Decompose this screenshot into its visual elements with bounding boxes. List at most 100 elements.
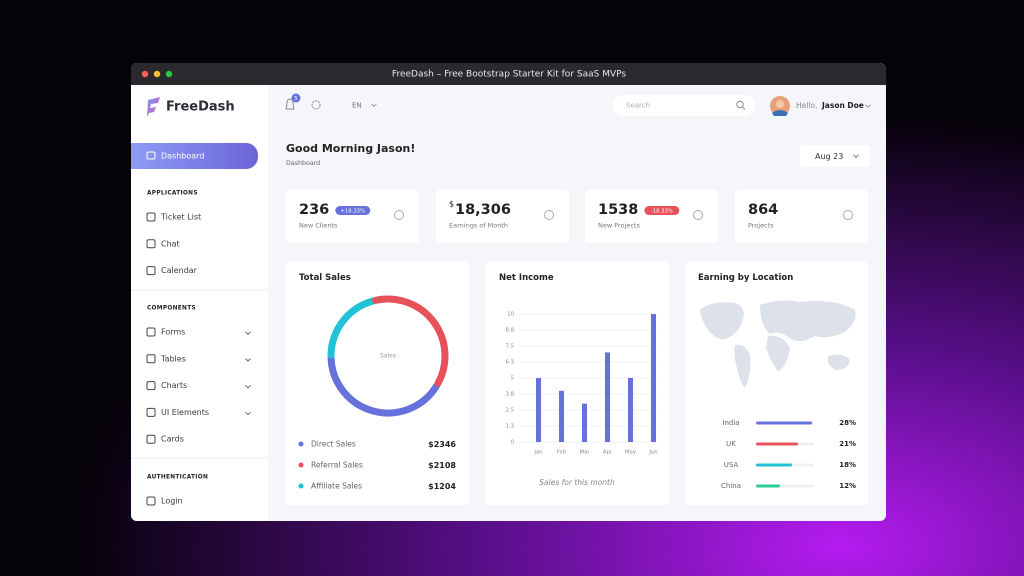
- stat-value: 1538: [598, 202, 638, 218]
- stat-card: [286, 190, 419, 243]
- legend-name: Direct Sales: [311, 440, 356, 449]
- nav-item[interactable]: Login: [161, 497, 183, 506]
- nav-icon: [146, 212, 156, 222]
- panel: [286, 262, 469, 505]
- nav-item[interactable]: Chat: [161, 239, 180, 248]
- nav-icon: [146, 496, 156, 506]
- close-dot[interactable]: [141, 70, 149, 78]
- bar: [536, 378, 541, 442]
- y-tick-label: 10: [507, 312, 514, 318]
- nav-item[interactable]: Tables: [160, 354, 186, 363]
- language-select[interactable]: EN: [352, 102, 362, 110]
- panel: [486, 262, 669, 505]
- progress-bar: [756, 442, 798, 446]
- legend-name: Referral Sales: [311, 461, 363, 470]
- stat-label: New Clients: [299, 222, 338, 230]
- brand-name: FreeDash: [166, 100, 235, 115]
- avatar-face: [776, 100, 784, 108]
- nav-icon: [146, 266, 156, 276]
- nav-icon: [146, 434, 156, 444]
- bar: [582, 403, 587, 442]
- notification-badge: [291, 93, 301, 103]
- bar: [651, 314, 656, 442]
- maximize-dot[interactable]: [165, 70, 173, 78]
- chevron-icon: [245, 358, 251, 362]
- window-title: FreeDash – Free Bootstrap Starter Kit fo…: [392, 70, 626, 80]
- legend-dot: [298, 441, 304, 447]
- map-region: [760, 300, 856, 342]
- nav-icon: [146, 381, 156, 391]
- search-icon: [736, 100, 744, 109]
- minimize-dot[interactable]: [153, 70, 161, 78]
- nav-item[interactable]: UI Elements: [161, 408, 209, 417]
- y-tick-label: 7.5: [506, 344, 514, 350]
- country-name: India: [722, 419, 739, 427]
- legend-value: $2108: [428, 461, 456, 470]
- stat-card: [585, 190, 718, 243]
- x-tick-label: Apr: [603, 450, 613, 456]
- panel-title: Total Sales: [299, 273, 351, 283]
- legend-value: $2346: [428, 440, 456, 449]
- stat-icon: [544, 210, 554, 220]
- stat-badge-text: -18.33%: [651, 208, 673, 214]
- search-placeholder: Search: [626, 102, 650, 110]
- user-name[interactable]: Jason Doe: [821, 101, 864, 110]
- nav-item[interactable]: Calendar: [161, 266, 198, 275]
- search-box[interactable]: [613, 95, 755, 116]
- progress-bar: [756, 463, 792, 467]
- stat-badge-text: +18.33%: [340, 208, 365, 214]
- y-tick-label: 6.3: [506, 360, 514, 366]
- stat-badge: [644, 206, 680, 215]
- stat-value: 864: [748, 202, 778, 218]
- bell-icon[interactable]: [285, 98, 295, 110]
- country-name: UK: [726, 440, 736, 448]
- country-value: 28%: [839, 419, 856, 427]
- stat-label: New Projects: [598, 222, 640, 230]
- nav-icon: [146, 239, 156, 249]
- donut-segment: [372, 295, 449, 387]
- stat-icon: [693, 210, 703, 220]
- legend-name: Affiliate Sales: [311, 482, 362, 491]
- donut-center-label: Sales: [380, 353, 396, 360]
- country-name: USA: [724, 461, 739, 469]
- nav-icon: [146, 407, 156, 417]
- date-button[interactable]: [800, 145, 870, 167]
- chevron-icon: [245, 411, 251, 416]
- panel-title: Net Income: [499, 273, 554, 283]
- avatar-body: [772, 110, 788, 116]
- section-heading: AUTHENTICATION: [147, 475, 208, 481]
- progress-bar: [756, 484, 780, 488]
- stat-label: Projects: [748, 222, 774, 230]
- nav-item[interactable]: Forms: [161, 328, 185, 337]
- date-label: Aug 23: [815, 152, 843, 161]
- settings-icon[interactable]: [311, 100, 321, 110]
- y-tick-label: 5: [511, 376, 514, 382]
- chevron-icon: [371, 103, 377, 108]
- x-tick-label: May: [625, 450, 636, 456]
- stat-value: 18,306: [455, 202, 511, 218]
- nav-item-active[interactable]: Dashboard: [161, 152, 204, 161]
- nav-icon: [146, 151, 156, 160]
- nav-item[interactable]: Cards: [161, 435, 184, 444]
- y-tick-label: 1.3: [506, 424, 514, 430]
- section-heading: COMPONENTS: [147, 306, 196, 312]
- active-nav-bg[interactable]: [131, 143, 258, 169]
- nav-item[interactable]: Charts: [161, 381, 187, 390]
- map-region: [827, 354, 850, 370]
- stat-label: Earnings of Month: [449, 222, 508, 230]
- stat-icon: [394, 210, 404, 220]
- y-tick-label: 0: [511, 440, 515, 446]
- search-icon: [742, 106, 746, 110]
- legend-dot: [298, 483, 304, 489]
- donut-segment: [327, 354, 441, 417]
- brand-logo: [147, 97, 160, 117]
- legend-value: $1204: [428, 482, 456, 491]
- panel-title: Earning by Location: [698, 273, 793, 283]
- country-value: 21%: [839, 440, 856, 448]
- x-tick-label: Jan: [533, 450, 542, 456]
- map-region: [766, 335, 790, 372]
- chevron-icon: [853, 154, 859, 159]
- country-name: China: [721, 482, 741, 490]
- nav-item[interactable]: Ticket List: [160, 213, 201, 222]
